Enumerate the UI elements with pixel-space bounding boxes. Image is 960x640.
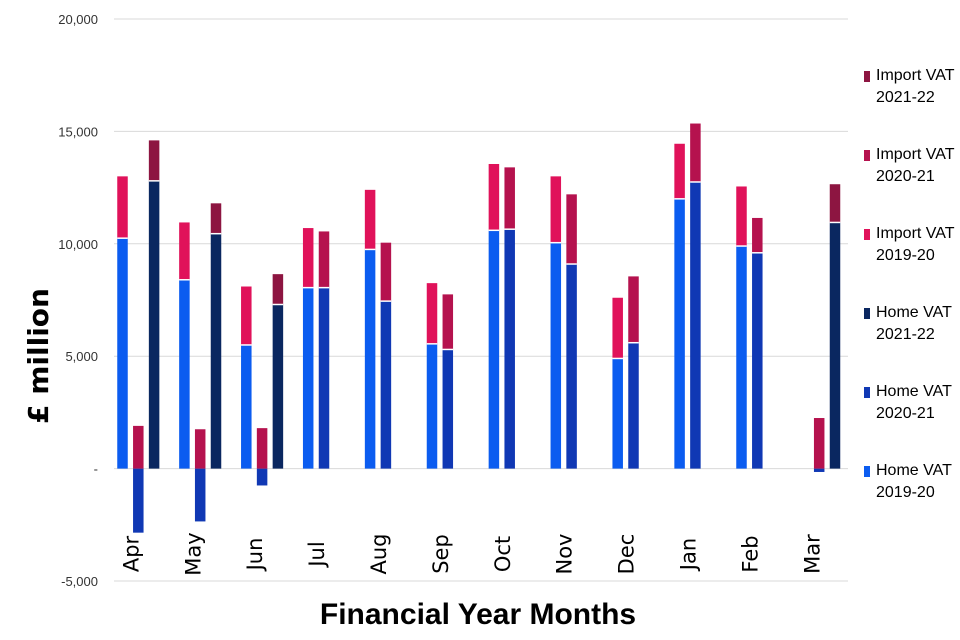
- legend-year: 2021-22: [876, 326, 935, 343]
- bar-home-vat-2020-21-apr: [133, 468, 144, 533]
- bar-import-vat-2020-21-dec: [628, 276, 639, 343]
- y-axis-label: £ million: [22, 288, 55, 424]
- bar-import-vat-2019-20-sep: [426, 283, 438, 344]
- x-tick-label-dec: Dec: [615, 534, 639, 575]
- bar-import-vat-2019-20-may: [179, 222, 190, 280]
- bar-home-vat-2020-21-dec: [628, 342, 639, 469]
- bar-home-vat-2019-20-oct: [488, 230, 500, 469]
- legend-label: Home VAT: [876, 462, 952, 479]
- bar-import-vat-2021-22-may: [210, 203, 222, 234]
- bar-import-vat-2021-22-apr: [148, 140, 160, 181]
- legend-label: Import VAT: [876, 225, 955, 242]
- x-tick-label-apr: Apr: [119, 535, 143, 572]
- bar-import-vat-2020-21-jul: [318, 231, 330, 288]
- x-tick-label-mar: Mar: [800, 534, 824, 574]
- x-tick-label-aug: Aug: [367, 533, 391, 574]
- legend-swatch: [864, 466, 870, 477]
- x-axis-category-labels: Apr May Jun Jul Aug Sep Oct Nov Dec Jan Feb Mar: [119, 532, 824, 575]
- legend-year: 2020-21: [876, 405, 935, 422]
- bars: [117, 123, 841, 533]
- y-tick-label: 5,000: [65, 349, 98, 364]
- bar-home-vat-2020-21-jan: [690, 181, 701, 469]
- bar-home-vat-2019-20-aug: [364, 249, 376, 469]
- gridlines: [114, 18, 848, 582]
- bar-import-vat-2019-20-feb: [736, 186, 747, 247]
- bar-home-vat-2021-22-may: [210, 233, 222, 469]
- bar-import-vat-2021-22-mar: [829, 184, 841, 223]
- x-tick-label-oct: Oct: [491, 536, 515, 572]
- bar-home-vat-2020-21-oct: [504, 229, 515, 469]
- bar-import-vat-2021-22-jun: [272, 274, 284, 305]
- bar-home-vat-2019-20-feb: [736, 246, 747, 469]
- legend-swatch: [864, 387, 870, 398]
- x-tick-label-sep: Sep: [429, 534, 453, 574]
- bar-import-vat-2019-20-dec: [612, 297, 623, 359]
- legend: Import VAT 2021-22 Import VAT 2020-21 Import…: [864, 67, 955, 501]
- x-tick-label-jul: Jul: [305, 541, 329, 568]
- bar-import-vat-2020-21-nov: [566, 194, 577, 265]
- bar-import-vat-2020-21-feb: [752, 217, 763, 253]
- x-tick-label-may: May: [181, 532, 205, 575]
- bar-import-vat-2019-20-nov: [550, 176, 562, 243]
- y-tick-label: -: [94, 462, 98, 477]
- bar-home-vat-2020-21-sep: [442, 349, 454, 469]
- bar-import-vat-2019-20-jan: [674, 143, 685, 199]
- bar-home-vat-2019-20-jul: [302, 287, 314, 469]
- bar-import-vat-2020-21-mar: [813, 418, 825, 469]
- legend-label: Home VAT: [876, 304, 952, 321]
- legend-label: Import VAT: [876, 146, 955, 163]
- x-tick-label-nov: Nov: [553, 534, 577, 575]
- x-tick-label-feb: Feb: [738, 535, 762, 572]
- bar-import-vat-2020-21-may: [194, 429, 206, 469]
- legend-year: 2020-21: [876, 168, 935, 185]
- bar-import-vat-2020-21-jan: [690, 123, 701, 182]
- bar-import-vat-2020-21-jun: [256, 428, 268, 469]
- bar-home-vat-2019-20-may: [179, 279, 190, 469]
- legend-year: 2019-20: [876, 484, 935, 501]
- legend-year: 2021-22: [876, 89, 935, 106]
- bar-home-vat-2021-22-mar: [829, 222, 841, 469]
- bar-home-vat-2021-22-jun: [272, 304, 284, 469]
- legend-label: Import VAT: [876, 67, 955, 84]
- bar-home-vat-2019-20-apr: [117, 238, 128, 469]
- x-tick-label-jun: Jun: [243, 538, 267, 573]
- x-axis-label: Financial Year Months: [320, 598, 636, 631]
- y-tick-label: 10,000: [58, 237, 98, 252]
- legend-swatch: [864, 229, 870, 240]
- bar-import-vat-2019-20-jun: [241, 286, 252, 345]
- bar-import-vat-2020-21-oct: [504, 167, 515, 230]
- y-tick-label: -5,000: [61, 574, 98, 589]
- bar-import-vat-2019-20-apr: [117, 176, 128, 239]
- bar-home-vat-2020-21-aug: [380, 301, 392, 469]
- bar-home-vat-2019-20-dec: [612, 358, 623, 469]
- legend-year: 2019-20: [876, 247, 935, 264]
- bar-home-vat-2019-20-nov: [550, 242, 562, 469]
- y-tick-label: 20,000: [58, 12, 98, 27]
- bar-import-vat-2019-20-jul: [302, 228, 314, 288]
- bar-import-vat-2019-20-aug: [364, 189, 376, 250]
- bar-home-vat-2019-20-jan: [674, 198, 685, 469]
- bar-home-vat-2019-20-jun: [241, 344, 252, 469]
- legend-swatch: [864, 71, 870, 82]
- y-tick-label: 15,000: [58, 124, 98, 139]
- bar-home-vat-2020-21-mar: [813, 468, 825, 472]
- bar-home-vat-2021-22-apr: [148, 180, 160, 469]
- bar-home-vat-2020-21-nov: [566, 264, 577, 469]
- bar-home-vat-2020-21-jun: [256, 468, 268, 486]
- x-tick-label-jan: Jan: [677, 538, 701, 572]
- legend-swatch: [864, 308, 870, 319]
- bar-home-vat-2020-21-feb: [752, 252, 763, 469]
- bar-import-vat-2020-21-apr: [133, 425, 144, 469]
- bar-home-vat-2019-20-sep: [426, 343, 438, 469]
- bar-import-vat-2020-21-aug: [380, 242, 392, 302]
- bar-home-vat-2020-21-may: [194, 468, 206, 522]
- bar-import-vat-2019-20-oct: [488, 163, 500, 231]
- legend-label: Home VAT: [876, 383, 952, 400]
- bar-import-vat-2020-21-sep: [442, 294, 454, 350]
- legend-swatch: [864, 150, 870, 161]
- bar-home-vat-2020-21-jul: [318, 287, 330, 469]
